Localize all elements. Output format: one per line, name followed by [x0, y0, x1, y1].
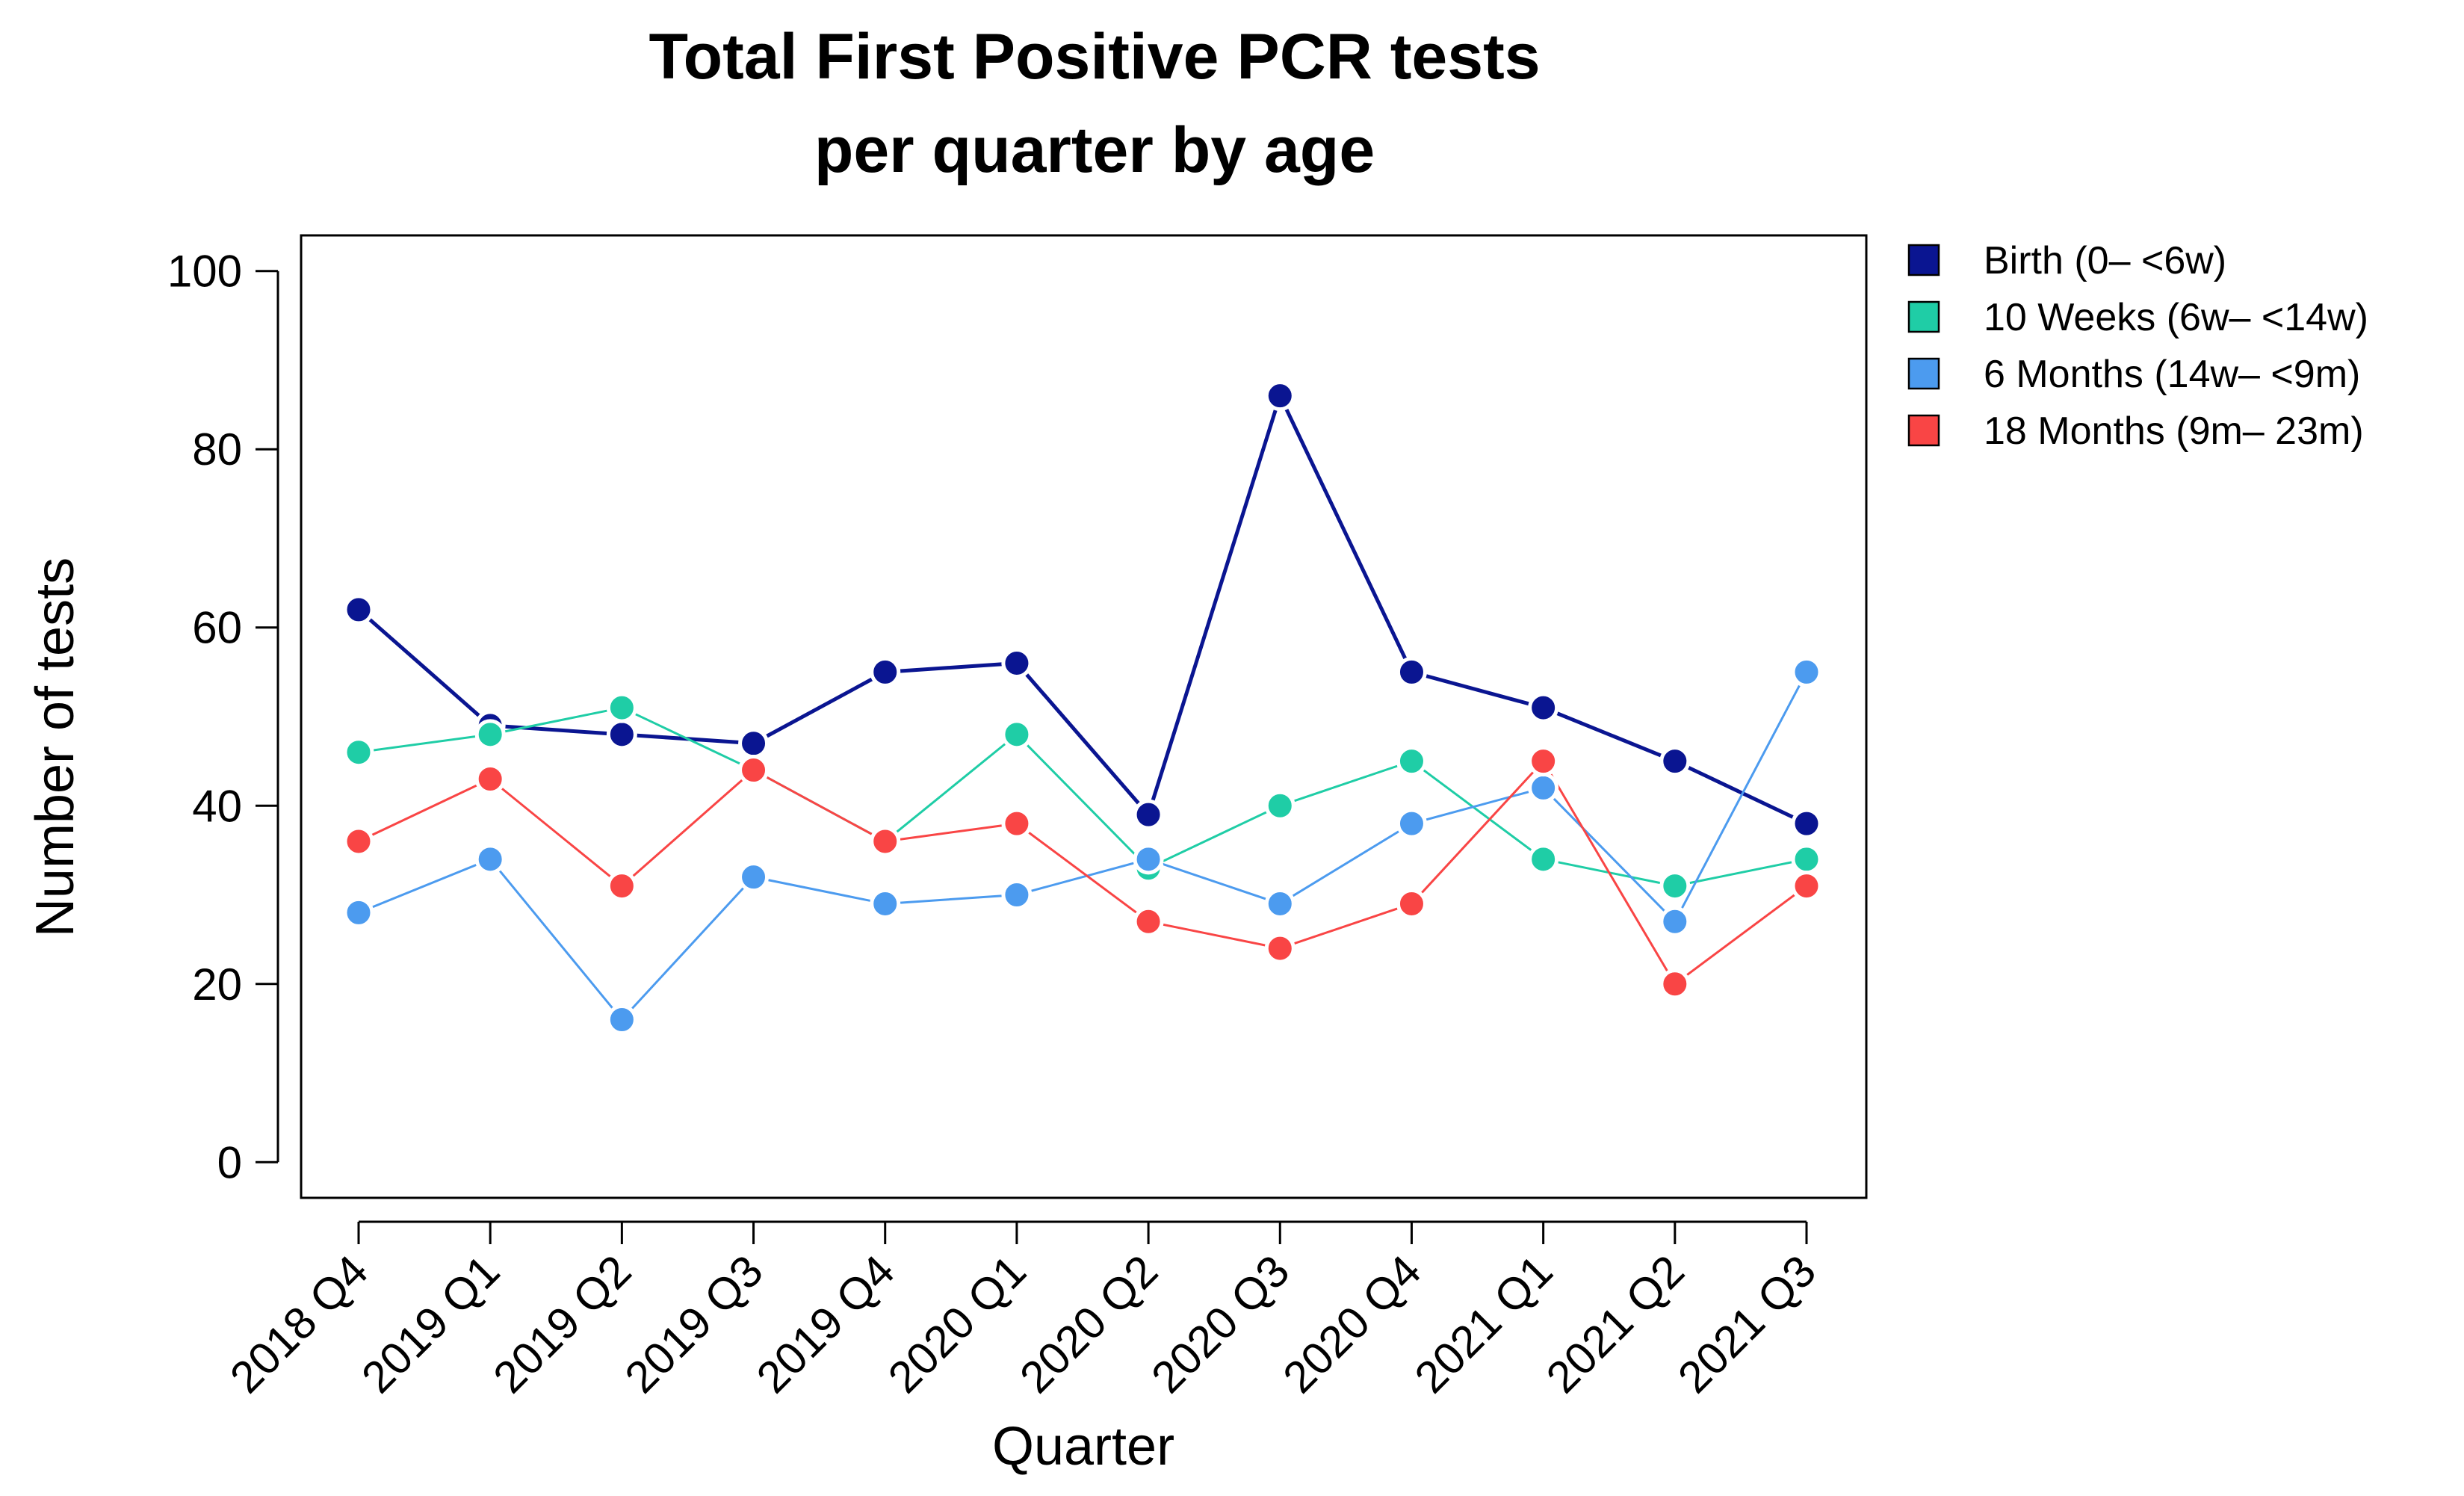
data-point — [738, 755, 770, 786]
series-line — [357, 670, 1808, 1021]
series-line — [356, 394, 1809, 826]
chart-title-line-1: Total First Positive PCR tests — [648, 21, 1540, 93]
data-point — [1791, 808, 1822, 839]
data-point — [1791, 871, 1822, 902]
x-axis-label: Quarter — [992, 1417, 1174, 1477]
data-point — [343, 897, 374, 928]
series-points — [343, 380, 1822, 1035]
data-point — [343, 826, 374, 857]
data-point — [1001, 719, 1033, 750]
data-point — [1001, 880, 1033, 911]
series-line — [357, 706, 1808, 888]
data-point — [606, 692, 637, 723]
legend-swatch — [1907, 357, 1940, 390]
data-point — [1659, 871, 1691, 902]
data-point — [606, 871, 637, 902]
data-point — [1133, 906, 1164, 937]
x-tick-label: 2019 Q1 — [352, 1246, 509, 1403]
y-axis-label: Number of tests — [25, 557, 85, 937]
data-point — [1791, 844, 1822, 875]
x-tick-label: 2020 Q3 — [1142, 1246, 1298, 1403]
data-point — [606, 1004, 637, 1035]
data-point — [474, 844, 506, 875]
x-tick-label: 2020 Q2 — [1010, 1246, 1167, 1403]
data-point — [1528, 844, 1559, 875]
series-line — [357, 760, 1808, 986]
data-point — [1001, 647, 1033, 679]
data-point — [1264, 888, 1296, 919]
data-point — [606, 719, 637, 750]
y-tick-label: 100 — [167, 247, 242, 297]
legend: Birth (0– <6w) 10 Weeks (6w– <14w) 6 Month… — [1907, 239, 2368, 453]
data-point — [1528, 746, 1559, 777]
data-point — [1264, 790, 1296, 821]
series-lines — [356, 394, 1809, 1021]
data-point — [1528, 772, 1559, 803]
y-axis: 0 20 40 60 80 100 — [167, 247, 279, 1187]
x-tick-label: 2020 Q4 — [1274, 1246, 1431, 1403]
data-point — [1396, 746, 1427, 777]
legend-label: 18 Months (9m– 23m) — [1984, 409, 2364, 453]
x-tick-label: 2019 Q3 — [616, 1246, 773, 1403]
chart-title: Total First Positive PCR tests per quart… — [648, 21, 1540, 186]
data-point — [1396, 888, 1427, 919]
plot-frame — [300, 234, 1868, 1199]
legend-swatch — [1907, 414, 1940, 447]
plot-series — [343, 380, 1822, 1035]
data-point — [1001, 808, 1033, 839]
y-tick-label: 60 — [192, 603, 242, 653]
x-tick-label: 2019 Q4 — [747, 1246, 904, 1403]
y-tick-label: 0 — [217, 1137, 242, 1187]
x-tick-label: 2021 Q1 — [1405, 1246, 1562, 1403]
data-point — [870, 656, 901, 687]
data-point — [1528, 692, 1559, 723]
legend-swatch — [1907, 300, 1940, 333]
legend-swatch — [1907, 244, 1940, 276]
data-point — [1659, 906, 1691, 937]
data-point — [1659, 968, 1691, 1000]
data-point — [1659, 746, 1691, 777]
data-point — [1264, 933, 1296, 964]
legend-label: Birth (0– <6w) — [1984, 239, 2226, 282]
data-point — [343, 737, 374, 768]
data-point — [870, 888, 901, 919]
data-point — [474, 719, 506, 750]
legend-label: 6 Months (14w– <9m) — [1984, 353, 2360, 396]
data-point — [738, 728, 770, 759]
data-point — [738, 862, 770, 893]
data-point — [1264, 380, 1296, 412]
data-point — [1133, 799, 1164, 830]
data-point — [1791, 656, 1822, 687]
y-tick-label: 20 — [192, 959, 242, 1010]
y-tick-label: 80 — [192, 424, 242, 475]
data-point — [1133, 844, 1164, 875]
x-tick-label: 2021 Q3 — [1668, 1246, 1825, 1403]
data-point — [870, 826, 901, 857]
chart-title-line-2: per quarter by age — [814, 114, 1375, 186]
data-point — [474, 763, 506, 794]
x-tick-label: 2020 Q1 — [879, 1246, 1036, 1403]
data-point — [1396, 808, 1427, 839]
data-point — [1396, 656, 1427, 687]
y-tick-label: 40 — [192, 781, 242, 831]
legend-label: 10 Weeks (6w– <14w) — [1984, 296, 2368, 339]
x-tick-label: 2018 Q4 — [220, 1246, 377, 1403]
x-tick-label: 2019 Q2 — [483, 1246, 640, 1403]
x-tick-label: 2021 Q2 — [1537, 1246, 1694, 1403]
data-point — [343, 594, 374, 625]
